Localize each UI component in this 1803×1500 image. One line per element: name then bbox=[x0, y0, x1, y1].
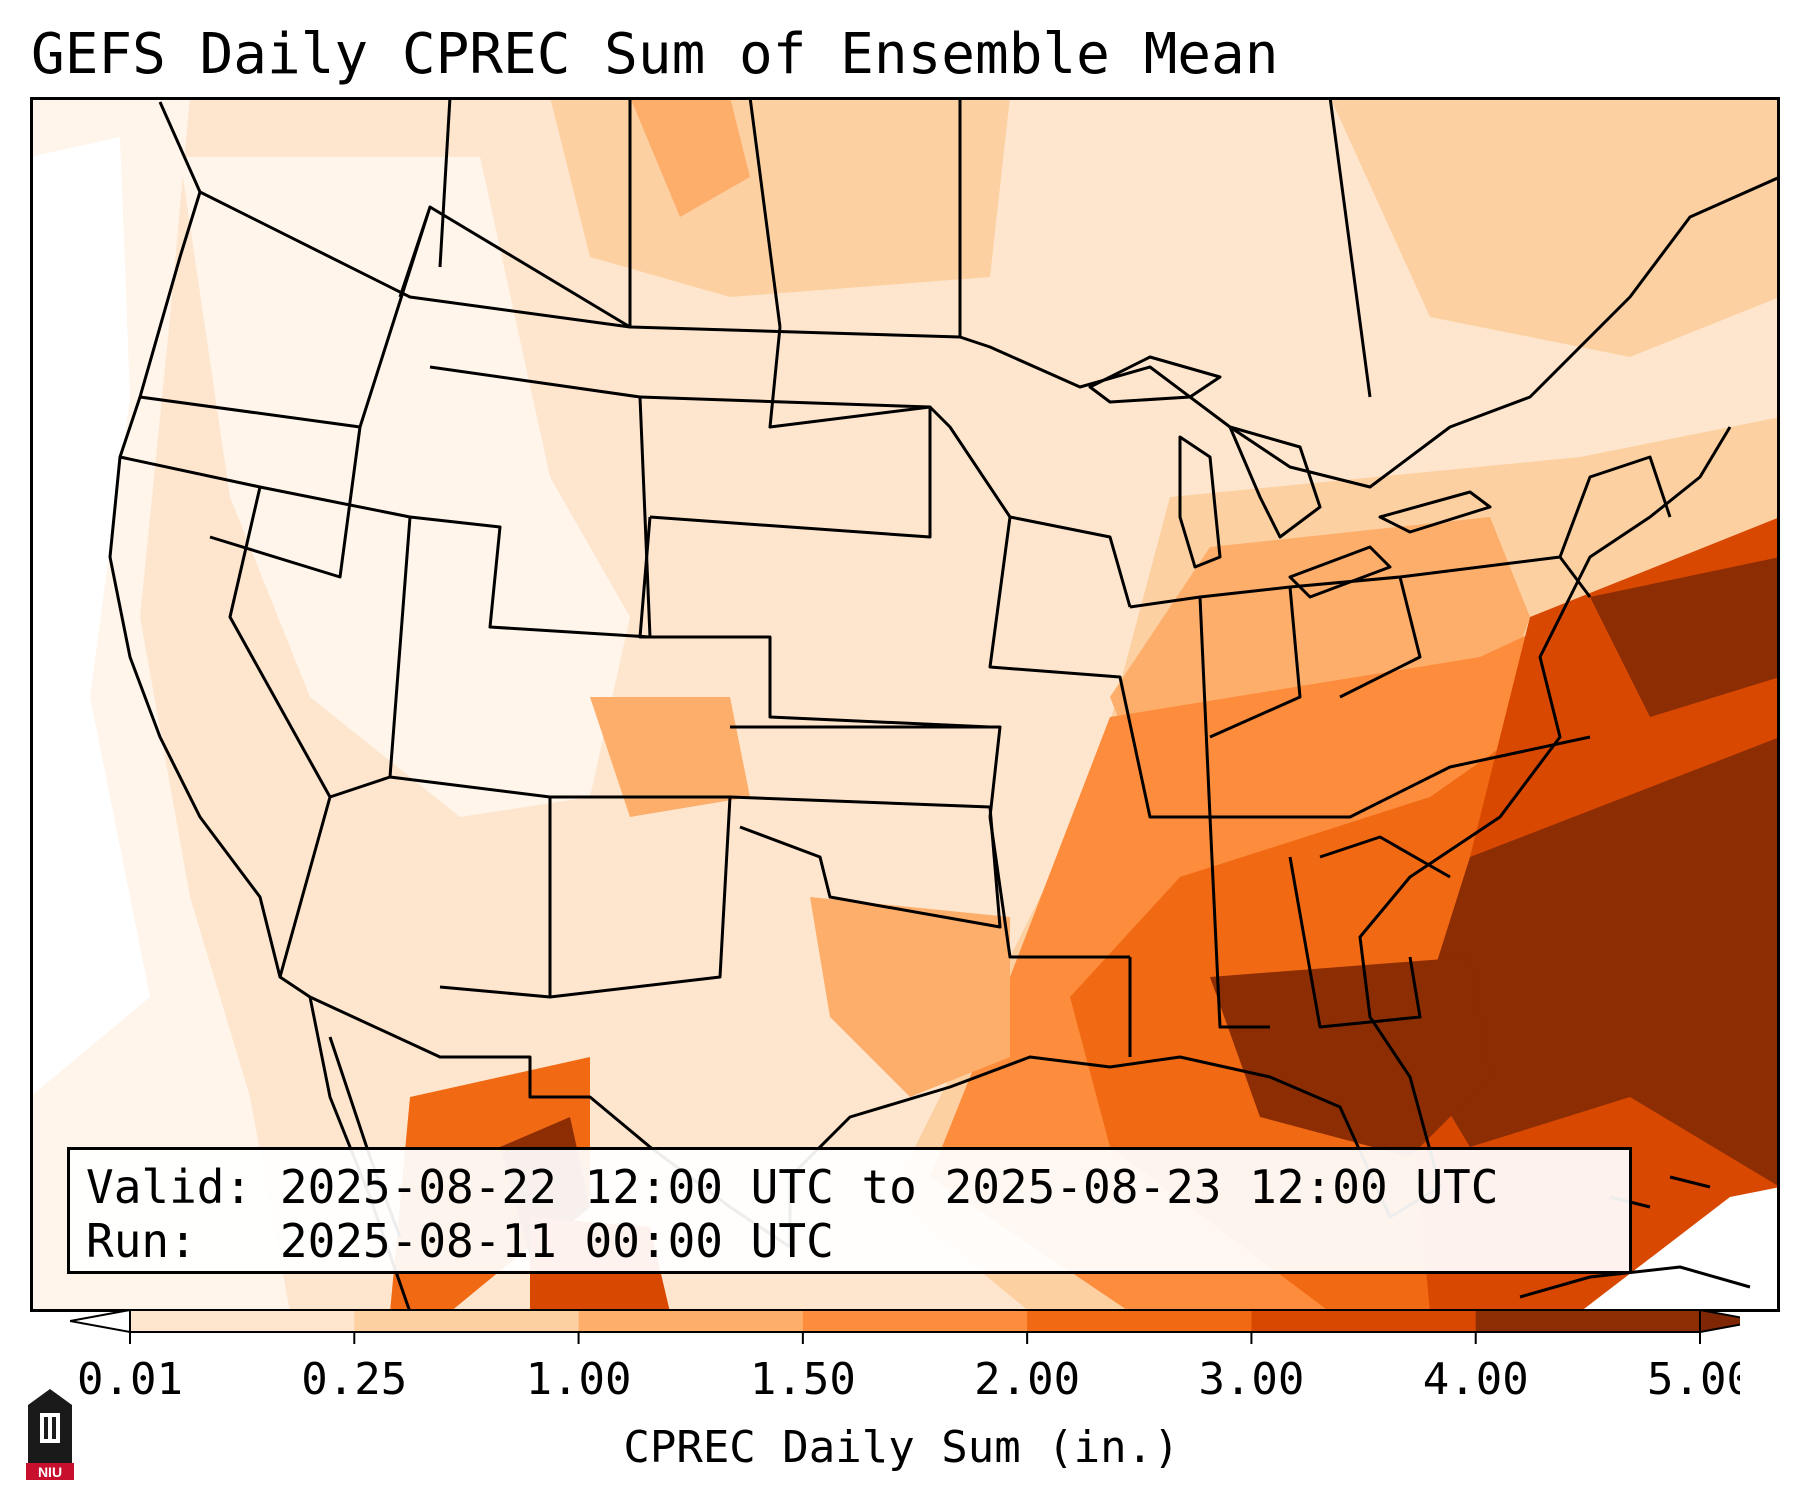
colorbar-frame bbox=[129, 1310, 1701, 1333]
colorbar-title: CPREC Daily Sum (in.) bbox=[623, 1422, 1180, 1473]
colorbar-segment bbox=[1475, 1310, 1701, 1332]
valid-run-info-box: Valid: 2025-08-22 12:00 UTC to 2025-08-2… bbox=[67, 1147, 1632, 1274]
colorbar-tick-label: 5.00 bbox=[1647, 1354, 1740, 1405]
run-time-line: Run: 2025-08-11 00:00 UTC bbox=[86, 1214, 1613, 1268]
precip-map bbox=[30, 97, 1780, 1312]
colorbar-tick-label: 0.25 bbox=[301, 1354, 407, 1405]
colorbar-tick-label: 4.00 bbox=[1423, 1354, 1529, 1405]
colorbar-segment bbox=[1027, 1310, 1252, 1332]
colorbar-segment bbox=[354, 1310, 580, 1332]
colorbar-tick-label: 1.00 bbox=[526, 1354, 632, 1405]
colorbar-segment bbox=[1251, 1310, 1477, 1332]
niu-logo-text: NIU bbox=[38, 1464, 62, 1480]
valid-label: Valid: bbox=[86, 1160, 253, 1214]
colorbar-tick-label: 3.00 bbox=[1198, 1354, 1304, 1405]
valid-time-value: 2025-08-22 12:00 UTC to 2025-08-23 12:00… bbox=[279, 1160, 1499, 1214]
colorbar-over-extend bbox=[1699, 1310, 1740, 1334]
colorbar-segment bbox=[802, 1310, 1028, 1332]
colorbar-under-extend bbox=[70, 1310, 131, 1334]
run-time-value: 2025-08-11 00:00 UTC bbox=[279, 1214, 834, 1268]
niu-logo: NIU bbox=[26, 1389, 74, 1480]
colorbar-tick-label: 2.00 bbox=[974, 1354, 1080, 1405]
colorbar-segment bbox=[578, 1310, 804, 1332]
colorbar: 0.01 0.25 1.00 1.50 2.00 3.00 4.00 5.00 bbox=[70, 1310, 1740, 1405]
colorbar-tick-label: 0.01 bbox=[77, 1354, 183, 1405]
precip-field bbox=[30, 97, 1780, 1312]
run-label: Run: bbox=[86, 1214, 197, 1268]
valid-time-line: Valid: 2025-08-22 12:00 UTC to 2025-08-2… bbox=[86, 1160, 1613, 1214]
colorbar-tick-label: 1.50 bbox=[750, 1354, 856, 1405]
map-title: GEFS Daily CPREC Sum of Ensemble Mean bbox=[31, 22, 1279, 87]
colorbar-segment bbox=[130, 1310, 355, 1332]
